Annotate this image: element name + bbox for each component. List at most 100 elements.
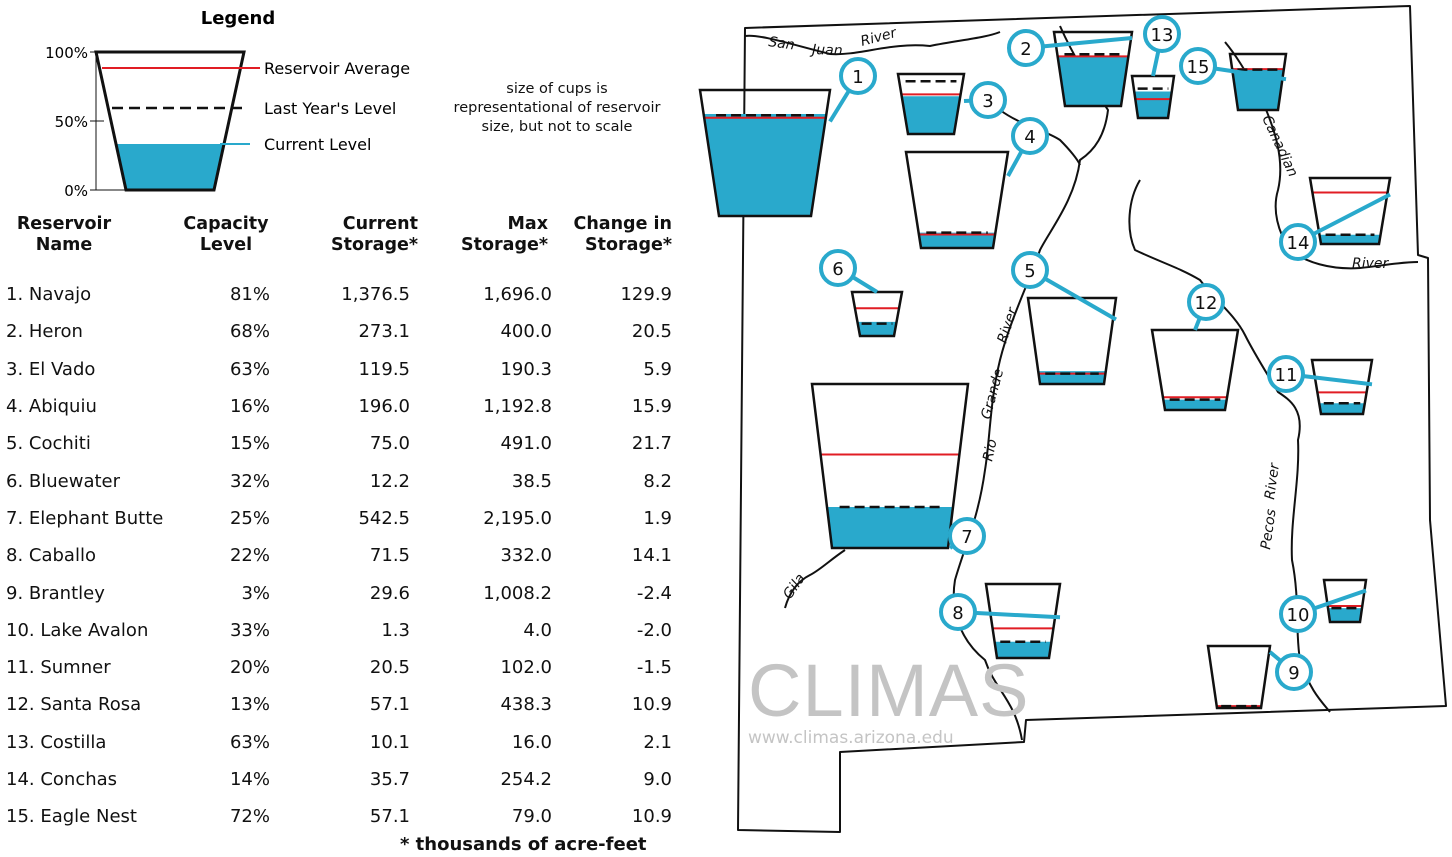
cup-number-badge	[819, 249, 857, 287]
cell-current-storage: 12.2	[369, 470, 410, 492]
footnote: * thousands of acre-feet	[400, 834, 647, 855]
cell-name: 4. Abiquiu	[6, 396, 97, 418]
cell-max-storage: 79.0	[511, 806, 552, 828]
cup-number-badge	[1011, 117, 1049, 155]
cell-max-storage: 4.0	[523, 619, 552, 641]
cell-name: 7. Elephant Butte	[6, 507, 164, 529]
cup-number-badge	[1187, 283, 1225, 321]
cup-number-badge	[1275, 653, 1313, 691]
cell-name: 6. Bluewater	[6, 470, 121, 492]
cup-water-fill	[857, 321, 897, 336]
table-row: 5. Cochiti 15% 75.0 491.0 21.7	[6, 425, 672, 462]
rio-chama-river	[999, 109, 1081, 166]
table-row: 2. Heron 68% 273.1 400.0 20.5	[6, 313, 672, 350]
reservoir-cup-13: 13	[1130, 15, 1181, 120]
cell-current-storage: 71.5	[369, 545, 410, 567]
cell-name: 1. Navajo	[6, 284, 92, 306]
cup-outline	[1228, 52, 1288, 112]
cell-capacity: 32%	[229, 470, 270, 492]
cell-name: 11. Sumner	[6, 657, 111, 679]
table-row: 13. Costilla 63% 10.1 16.0 2.1	[6, 724, 672, 761]
cup-number-label: 5	[1024, 261, 1035, 282]
cell-capacity: 63%	[229, 358, 270, 380]
cell-change: 20.5	[631, 321, 672, 343]
cup-number-label: 1	[852, 67, 863, 88]
table-row: 7. Elephant Butte 25% 542.5 2,195.0 1.9	[6, 500, 672, 537]
table-row: 15. Eagle Nest 72% 57.1 79.0 10.9	[6, 798, 672, 835]
cell-max-storage: 102.0	[500, 657, 552, 679]
table-row: 6. Bluewater 32% 12.2 38.5 8.2	[6, 462, 672, 499]
cup-outline	[698, 88, 832, 218]
cell-current-storage: 10.1	[369, 731, 410, 753]
cell-change: 10.9	[631, 694, 672, 716]
cup-water-fill	[1319, 234, 1381, 244]
cup-water-fill	[827, 507, 953, 548]
climas-watermark: CLIMAS www.climas.arizona.edu	[748, 649, 1030, 749]
river-label-gila: Gila	[780, 571, 809, 602]
reservoir-cup-12: 12	[1150, 283, 1240, 412]
cup-number-label: 2	[1020, 39, 1031, 60]
table-row: 3. El Vado 63% 119.5 190.3 5.9	[6, 351, 672, 388]
cell-max-storage: 16.0	[511, 731, 552, 753]
reservoir-cup-14: 14	[1279, 176, 1392, 261]
cell-current-storage: 20.5	[369, 657, 410, 679]
cell-change: 9.0	[643, 769, 672, 790]
reservoir-cup-7: 7	[810, 382, 986, 555]
cell-capacity: 15%	[229, 433, 270, 455]
legend-average-label: Reservoir Average	[264, 59, 410, 78]
legend-cup	[94, 50, 246, 192]
cup-outline	[1322, 578, 1368, 624]
cell-name: 3. El Vado	[6, 358, 96, 380]
cell-max-storage: 332.0	[500, 545, 552, 567]
river-label-canadian-river: River	[1352, 256, 1390, 272]
reservoir-cup-15: 15	[1179, 47, 1288, 112]
cup-outline	[810, 382, 970, 550]
cup-number-label: 8	[952, 603, 963, 624]
cell-max-storage: 254.2	[500, 769, 552, 790]
cell-max-storage: 491.0	[500, 433, 552, 455]
reservoir-cup-6: 6	[819, 249, 904, 338]
cup-number-label: 14	[1287, 233, 1310, 254]
table-body: 1. Navajo 81% 1,376.5 1,696.0 129.9 2. Heron 6…	[6, 276, 672, 835]
cup-water-fill	[918, 232, 996, 248]
cup-number-label: 10	[1287, 605, 1310, 626]
scale-note-line: representational of reservoir	[453, 100, 661, 116]
cell-max-storage: 438.3	[500, 694, 552, 716]
cell-change: 129.9	[620, 284, 672, 306]
san-juan-river	[744, 31, 1001, 56]
cup-number-label: 13	[1151, 25, 1174, 46]
reservoir-cup-2: 2	[1007, 29, 1134, 108]
cup-number-badge	[1279, 595, 1317, 633]
cell-capacity: 13%	[229, 694, 270, 716]
cell-change: 10.9	[631, 806, 672, 828]
reservoir-cup-3: 3	[896, 72, 1007, 136]
cell-capacity: 14%	[229, 769, 270, 790]
legend-current-fill	[117, 144, 223, 190]
river-label-pecos-river: River	[1262, 461, 1283, 500]
cell-current-storage: 57.1	[369, 694, 410, 716]
cell-capacity: 25%	[229, 507, 270, 529]
cell-change: -2.4	[636, 582, 672, 604]
cup-water-fill	[1319, 403, 1365, 414]
cup-number-badge	[1007, 29, 1045, 67]
header-reservoir-name: Reservoir Name	[16, 214, 112, 255]
reservoir-cup-8: 8	[939, 582, 1062, 660]
table-row: 12. Santa Rosa 13% 57.1 438.3 10.9	[6, 686, 672, 723]
cell-current-storage: 119.5	[358, 358, 410, 380]
legend-tick-50-label: 50%	[55, 113, 88, 131]
cell-capacity: 3%	[241, 582, 270, 604]
cell-current-storage: 75.0	[369, 433, 410, 455]
legend-last-year-label: Last Year's Level	[264, 99, 396, 118]
scale-note: size of cups is representational of rese…	[432, 80, 682, 137]
cup-water-fill	[1057, 55, 1129, 106]
cell-change: -1.5	[636, 657, 672, 679]
cell-name: 8. Caballo	[6, 545, 96, 567]
cup-number-badge	[839, 57, 877, 95]
watermark-logo-text: CLIMAS	[748, 649, 1030, 732]
cell-max-storage: 38.5	[511, 470, 552, 492]
reservoir-cup-5: 5	[1011, 251, 1118, 386]
cup-number-badge	[1279, 223, 1317, 261]
header-max-storage: Max Storage*	[461, 214, 548, 255]
cup-number-label: 12	[1195, 293, 1218, 314]
cell-name: 2. Heron	[6, 321, 83, 343]
